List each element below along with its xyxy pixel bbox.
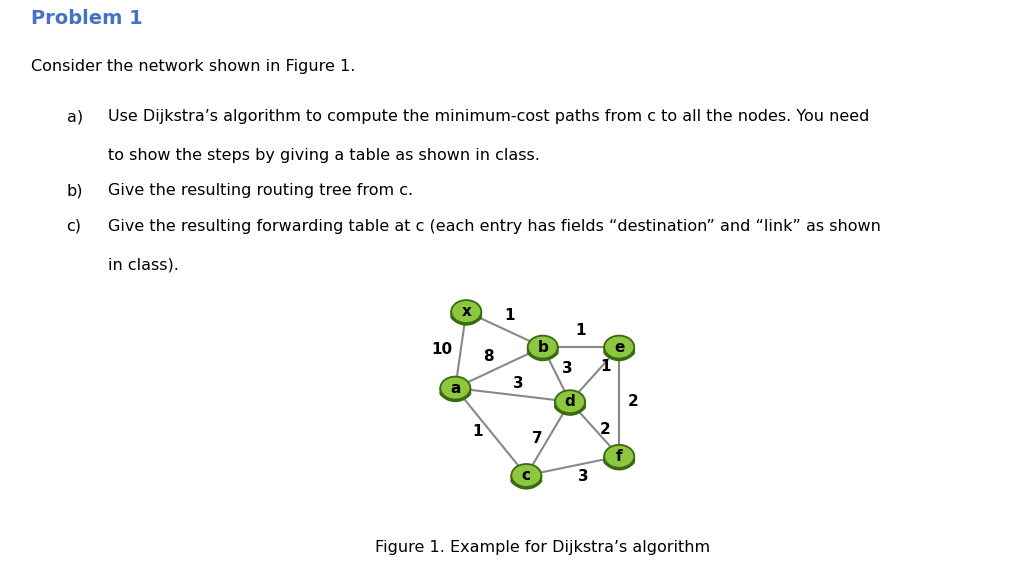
Ellipse shape [440, 377, 470, 399]
Text: 1: 1 [600, 358, 610, 374]
Ellipse shape [452, 300, 481, 323]
Ellipse shape [604, 346, 634, 358]
Ellipse shape [440, 378, 470, 401]
Text: to show the steps by giving a table as shown in class.: to show the steps by giving a table as s… [108, 148, 540, 163]
Text: a): a) [67, 109, 83, 125]
Text: c): c) [67, 219, 82, 234]
Text: a: a [451, 381, 461, 395]
Ellipse shape [604, 455, 634, 468]
Ellipse shape [527, 346, 558, 358]
Text: 7: 7 [531, 431, 543, 446]
Text: 3: 3 [562, 361, 572, 377]
Text: in class).: in class). [108, 257, 178, 273]
Text: d: d [564, 394, 575, 409]
Text: b): b) [67, 183, 83, 199]
Text: 3: 3 [579, 469, 589, 484]
Ellipse shape [527, 337, 558, 360]
Ellipse shape [511, 474, 542, 486]
Ellipse shape [604, 447, 634, 469]
Ellipse shape [440, 387, 470, 399]
Text: Consider the network shown in Figure 1.: Consider the network shown in Figure 1. [31, 59, 355, 74]
Ellipse shape [604, 336, 634, 358]
Ellipse shape [452, 310, 481, 323]
Text: 1: 1 [575, 323, 586, 338]
Text: Use Dijkstra’s algorithm to compute the minimum-cost paths from c to all the nod: Use Dijkstra’s algorithm to compute the … [108, 109, 869, 125]
Text: Give the resulting routing tree from c.: Give the resulting routing tree from c. [108, 183, 413, 199]
Text: 8: 8 [482, 349, 494, 364]
Ellipse shape [604, 337, 634, 360]
Text: 2: 2 [628, 394, 638, 409]
Text: b: b [538, 340, 548, 354]
Text: f: f [615, 449, 623, 464]
Text: 1: 1 [472, 424, 482, 439]
Text: x: x [461, 304, 471, 319]
Ellipse shape [555, 401, 585, 413]
Ellipse shape [555, 392, 585, 415]
Text: Problem 1: Problem 1 [31, 9, 142, 28]
Text: c: c [522, 468, 530, 483]
Text: 2: 2 [600, 422, 611, 436]
Ellipse shape [452, 302, 481, 325]
Ellipse shape [511, 464, 542, 487]
Text: 3: 3 [513, 377, 523, 391]
Text: 10: 10 [431, 343, 453, 357]
Text: Figure 1. Example for Dijkstra’s algorithm: Figure 1. Example for Dijkstra’s algorit… [375, 540, 711, 555]
Text: Give the resulting forwarding table at c (each entry has fields “destination” an: Give the resulting forwarding table at c… [108, 219, 881, 234]
Ellipse shape [555, 390, 585, 413]
Ellipse shape [527, 336, 558, 358]
Ellipse shape [604, 445, 634, 468]
Text: 1: 1 [505, 308, 515, 323]
Text: e: e [614, 340, 625, 354]
Ellipse shape [511, 465, 542, 489]
